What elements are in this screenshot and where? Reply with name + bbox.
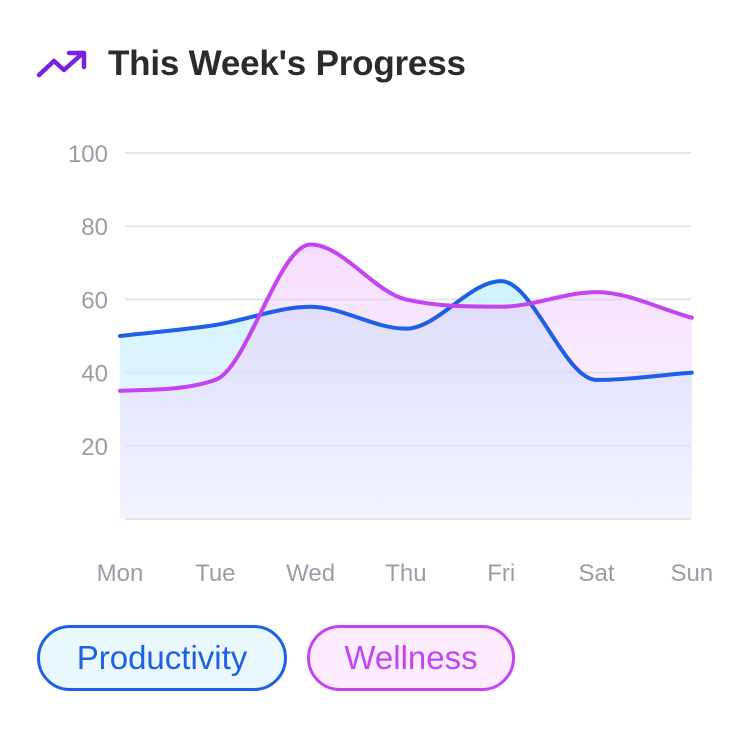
y-axis-ticks: 20 40 60 80 100 (68, 141, 108, 461)
chart-title: This Week's Progress (108, 44, 466, 83)
x-axis-ticks: Mon Tue Wed Thu Fri Sat Sun (97, 560, 713, 587)
legend-wellness-chip[interactable]: Wellness (307, 625, 515, 691)
x-tick-label: Sun (670, 560, 713, 587)
y-tick-label: 20 (81, 434, 108, 461)
x-tick-label: Wed (286, 560, 335, 587)
area-chart: 20 40 60 80 100 Mon Tue Wed Thu Fri Sat Sun (68, 141, 713, 587)
line-productivity (118, 279, 694, 382)
legend-productivity-chip[interactable]: Productivity (37, 625, 287, 691)
line-wellness (118, 242, 694, 393)
x-tick-label: Thu (385, 560, 426, 587)
y-tick-label: 80 (81, 214, 108, 241)
y-tick-label: 100 (68, 141, 108, 168)
trending-up-icon (36, 49, 88, 79)
legend: Productivity Wellness (37, 625, 515, 691)
x-tick-label: Tue (195, 560, 235, 587)
x-tick-label: Sat (578, 560, 614, 587)
y-tick-label: 40 (81, 361, 108, 388)
series-lines (118, 242, 694, 393)
chart-header: This Week's Progress (36, 44, 466, 84)
x-tick-label: Mon (97, 560, 144, 587)
y-tick-label: 60 (81, 287, 108, 314)
x-tick-label: Fri (487, 560, 515, 587)
